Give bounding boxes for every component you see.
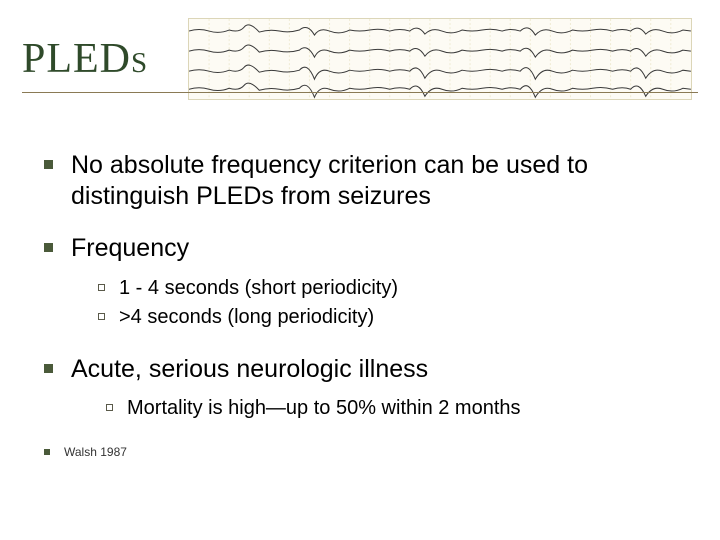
bullet-text: No absolute frequency criterion can be u… [71,150,684,211]
hollow-square-bullet-icon [106,404,113,411]
citation-item: Walsh 1987 [44,445,684,459]
sub-bullet-item: 1 - 4 seconds (short periodicity) [98,276,684,301]
bullet-item: Acute, serious neurologic illness [44,354,684,385]
sub-bullet-text: 1 - 4 seconds (short periodicity) [119,276,398,301]
slide-title: PLEDs [22,35,172,83]
square-bullet-icon [44,160,53,169]
title-text-prefix: PLED [22,36,131,82]
bullet-text: Frequency [71,233,189,264]
eeg-traces [189,19,691,100]
title-underline [22,92,698,93]
bullet-item: Frequency [44,233,684,264]
square-bullet-icon [44,243,53,252]
citation-text: Walsh 1987 [64,445,127,459]
slide-body: No absolute frequency criterion can be u… [0,100,720,459]
sub-bullet-text: >4 seconds (long periodicity) [119,305,374,330]
hollow-square-bullet-icon [98,313,105,320]
square-bullet-icon [44,449,50,455]
bullet-item: No absolute frequency criterion can be u… [44,150,684,211]
square-bullet-icon [44,364,53,373]
sub-bullet-item: Mortality is high—up to 50% within 2 mon… [106,396,684,421]
eeg-thumbnail [188,18,692,100]
hollow-square-bullet-icon [98,284,105,291]
title-text-suffix: s [131,36,148,82]
title-row: PLEDs [0,0,720,100]
sub-bullet-item: >4 seconds (long periodicity) [98,305,684,330]
bullet-text: Acute, serious neurologic illness [71,354,428,385]
sub-bullet-text: Mortality is high—up to 50% within 2 mon… [127,396,521,421]
